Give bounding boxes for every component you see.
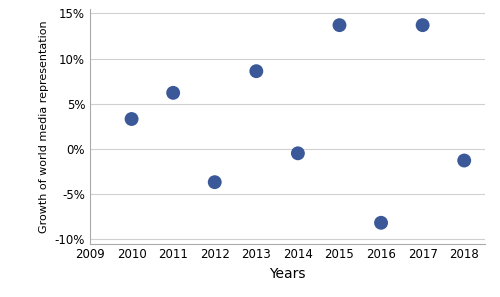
Point: [460, 158, 468, 163]
Point: [377, 220, 385, 225]
Point: [418, 23, 426, 28]
Point: [294, 151, 302, 156]
Point: [336, 23, 344, 28]
Y-axis label: Growth of world media representation: Growth of world media representation: [39, 20, 49, 233]
Point: [252, 69, 260, 74]
Point: [169, 91, 177, 95]
Point: [210, 180, 218, 184]
Point: [128, 117, 136, 121]
X-axis label: Years: Years: [269, 267, 306, 281]
